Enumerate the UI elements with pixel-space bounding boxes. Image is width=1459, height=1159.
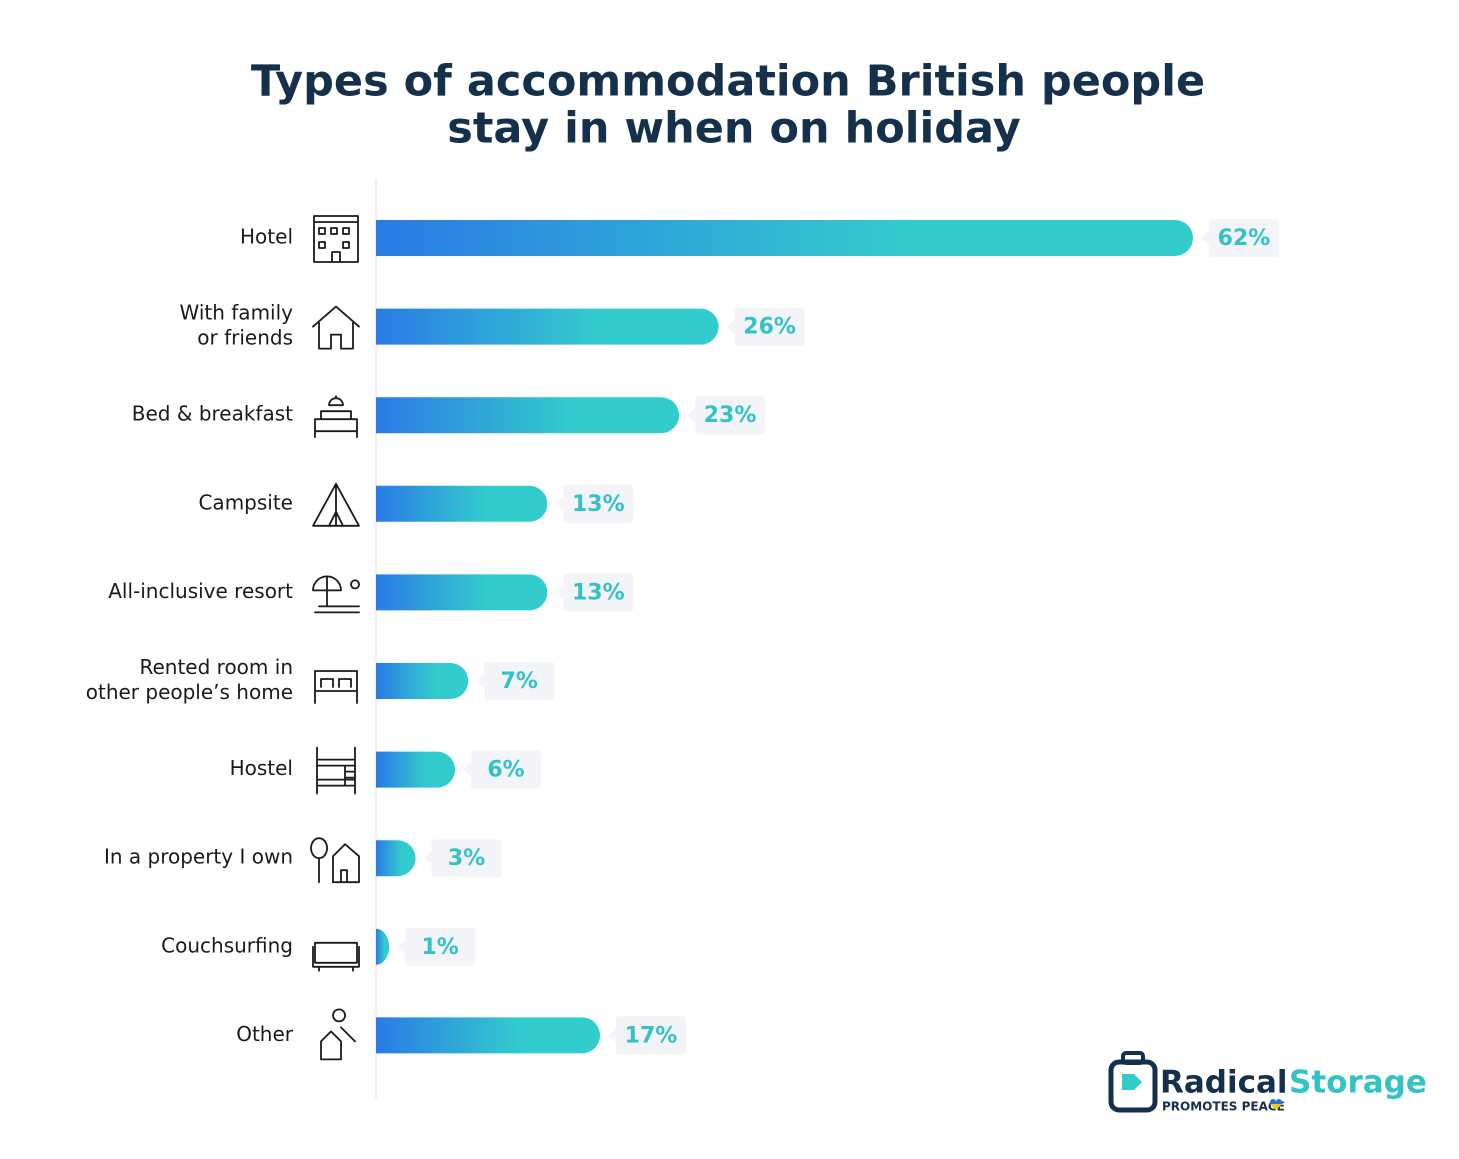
value-label-box xyxy=(734,307,805,346)
value-label-pointer xyxy=(463,762,472,777)
bar xyxy=(376,751,456,788)
value-label: 1% xyxy=(421,935,458,960)
category-label: or friends xyxy=(197,326,293,350)
bar xyxy=(376,397,680,434)
category-label: Bed & breakfast xyxy=(132,402,293,426)
value-label-box xyxy=(405,927,476,966)
logo-icon xyxy=(1122,1074,1142,1090)
logo-name: Radical xyxy=(1160,1065,1288,1101)
category-label: Campsite xyxy=(198,490,293,514)
value-label-pointer xyxy=(608,1028,617,1043)
category-label: Couchsurfing xyxy=(161,933,293,957)
bar xyxy=(376,840,416,877)
value-label: 6% xyxy=(487,758,524,783)
category-label: Hostel xyxy=(230,756,293,780)
value-label-pointer xyxy=(423,851,432,866)
category-icon xyxy=(320,1008,356,1061)
category-icon xyxy=(312,482,360,527)
bar xyxy=(376,1017,601,1054)
category-icon xyxy=(312,575,360,614)
value-label-box xyxy=(431,839,502,878)
value-label: 26% xyxy=(743,315,796,340)
category-icon xyxy=(312,941,360,972)
value-label-pointer xyxy=(555,496,564,511)
value-label-pointer xyxy=(476,674,485,688)
value-label-box xyxy=(484,662,555,700)
bar xyxy=(376,220,1193,256)
category-label: Hotel xyxy=(240,225,293,249)
value-label: 3% xyxy=(448,846,485,871)
value-label: 62% xyxy=(1218,226,1271,251)
value-label-box xyxy=(616,1016,687,1055)
bar xyxy=(376,574,548,611)
value-label-pointer xyxy=(555,585,564,600)
bar xyxy=(376,928,390,965)
bar xyxy=(376,485,548,522)
logo-name: Storage xyxy=(1289,1065,1427,1101)
chart-title: Types of accommodation British people xyxy=(251,57,1205,107)
category-label: With family xyxy=(180,301,294,325)
value-label: 17% xyxy=(625,1023,678,1048)
category-label: Other xyxy=(236,1022,294,1046)
value-label-box xyxy=(695,396,766,435)
logo-tagline: PROMOTES PEACE xyxy=(1162,1100,1285,1114)
logo: Radical Storage PROMOTES PEACE xyxy=(1108,1051,1427,1114)
logo-heart xyxy=(1270,1104,1282,1110)
category-label: Rented room in xyxy=(139,655,293,679)
value-label: 13% xyxy=(572,580,625,605)
value-label: 13% xyxy=(572,492,625,517)
category-icon xyxy=(310,837,360,884)
value-label-box xyxy=(563,484,634,523)
value-label-pointer xyxy=(1201,231,1209,245)
bar xyxy=(376,308,719,345)
category-icon xyxy=(313,215,359,263)
category-icon xyxy=(314,670,358,704)
category-icon xyxy=(312,305,360,350)
value-label-box xyxy=(1209,219,1279,257)
logo-icon xyxy=(1121,1051,1145,1065)
category-icon xyxy=(316,746,356,795)
category-icon xyxy=(314,395,358,439)
value-label: 7% xyxy=(501,669,538,694)
value-label-box xyxy=(563,573,634,612)
category-label: In a property I own xyxy=(104,845,293,869)
category-label: All-inclusive resort xyxy=(108,579,293,603)
bar xyxy=(376,663,469,699)
value-label-pointer xyxy=(397,939,406,954)
value-label: 23% xyxy=(704,403,757,428)
value-label-pointer xyxy=(687,408,696,423)
logo-heart xyxy=(1270,1099,1282,1104)
chart-title: stay in when on holiday xyxy=(447,104,1021,154)
value-label-pointer xyxy=(726,319,735,334)
value-label-box xyxy=(471,750,542,789)
category-label: other people’s home xyxy=(86,680,293,704)
